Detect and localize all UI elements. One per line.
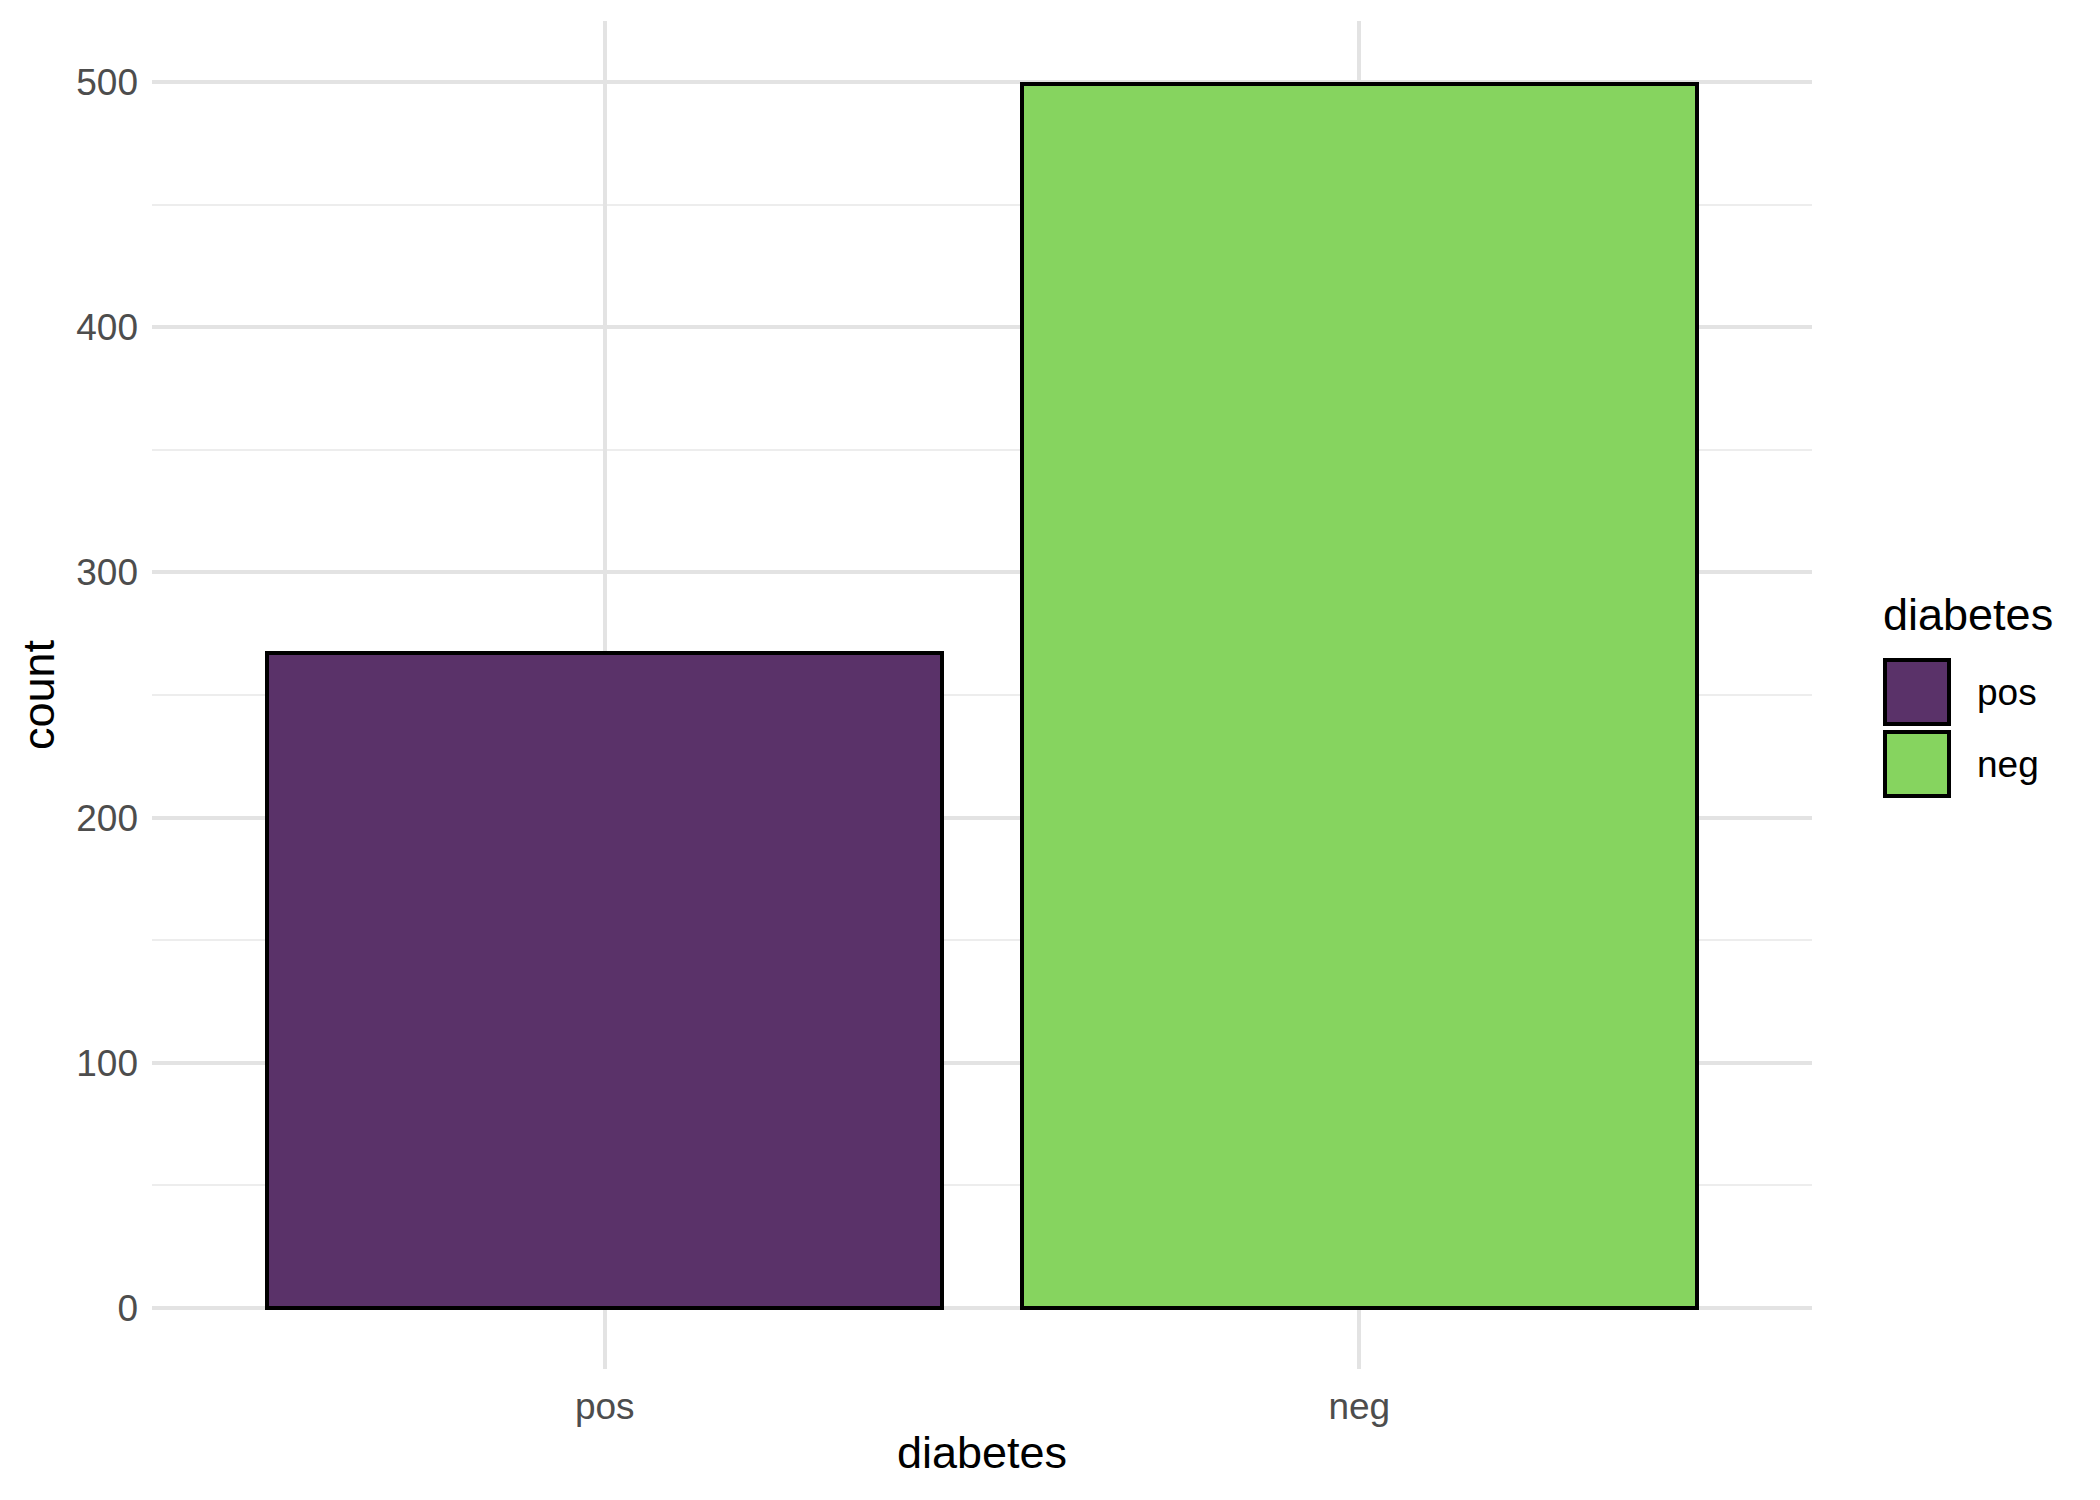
- y-tick-label-400: 400: [0, 309, 138, 346]
- legend-label-neg: neg: [1977, 746, 2039, 783]
- legend-title: diabetes: [1883, 592, 2053, 637]
- legend-label-pos: pos: [1977, 674, 2037, 711]
- y-tick-label-300: 300: [0, 554, 138, 591]
- chart-canvas: 0 100 200 300 400 500 pos neg diabetes count d…: [0, 0, 2100, 1500]
- x-tick-label-neg: neg: [1328, 1388, 1390, 1425]
- legend-swatch-pos: [1883, 658, 1951, 726]
- legend-swatch-neg: [1883, 730, 1951, 798]
- x-tick-label-pos: pos: [575, 1388, 635, 1425]
- y-tick-label-500: 500: [0, 64, 138, 101]
- y-tick-label-200: 200: [0, 800, 138, 837]
- bar-pos: [265, 651, 944, 1310]
- x-axis-title: diabetes: [897, 1430, 1067, 1475]
- plot-panel: [152, 21, 1812, 1369]
- y-tick-label-0: 0: [0, 1290, 138, 1327]
- bar-neg: [1020, 82, 1699, 1309]
- y-tick-label-100: 100: [0, 1045, 138, 1082]
- y-axis-title: count: [16, 640, 61, 750]
